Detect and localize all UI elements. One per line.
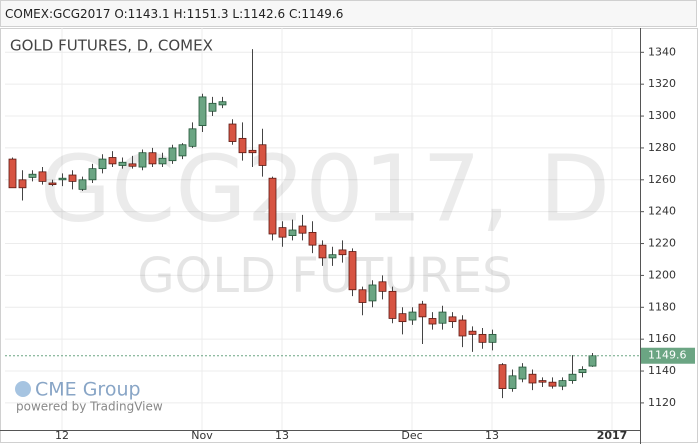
candle-body (228, 123, 237, 142)
y-tick-label: 1240 (648, 205, 676, 218)
header: COMEX:GCG2017 O:1143.1 H:1151.3 L:1142.6… (0, 0, 697, 27)
candle-body (518, 366, 527, 380)
y-tick-label: 1180 (648, 300, 676, 313)
ohlc-value: 1149.6 (301, 7, 344, 21)
candle-body (8, 158, 17, 189)
watermark: GCG2017, D (40, 135, 610, 242)
candle-body (388, 290, 397, 319)
y-tick-label: 1140 (648, 364, 676, 377)
candle-body (338, 249, 347, 256)
candle-body (148, 152, 157, 165)
candle-body (258, 144, 267, 166)
candle-body (288, 229, 297, 236)
x-tick-label: Nov (191, 429, 213, 442)
candle-body (278, 227, 287, 238)
candle-body (318, 244, 327, 259)
candle-body (378, 281, 387, 292)
candle-body (208, 102, 217, 112)
candle-body (118, 161, 127, 166)
candle-body (248, 149, 257, 154)
candle-body (558, 380, 567, 387)
y-tick-label: 1300 (648, 109, 676, 122)
x-tick-label: 12 (55, 429, 69, 442)
candle-body (368, 284, 377, 302)
x-tick-label: 13 (275, 429, 289, 442)
candle-body (18, 179, 27, 189)
candle-body (438, 311, 447, 324)
candle-body (38, 171, 47, 182)
ohlc-value: 1142.6 (243, 7, 286, 21)
candle-body (418, 303, 427, 318)
candle-body (458, 319, 467, 337)
x-tick-label: Dec (401, 429, 422, 442)
y-tick-label: 1320 (648, 77, 676, 90)
candle-body (128, 163, 137, 167)
x-tick-label: 2017 (597, 429, 628, 442)
candle-body (448, 316, 457, 323)
y-tick-label: 1220 (648, 237, 676, 250)
y-tick-label: 1280 (648, 141, 676, 154)
y-tick-label: 1200 (648, 268, 676, 281)
symbol: COMEX:GCG2017 (5, 7, 111, 21)
candle-body (298, 225, 307, 234)
candle-body (88, 168, 97, 181)
logo-icon (15, 381, 31, 397)
y-tick-label: 1260 (648, 173, 676, 186)
x-tick-label: 13 (485, 429, 499, 442)
y-tick-label: 1160 (648, 332, 676, 345)
candle-body (468, 330, 477, 335)
candle-body (408, 311, 417, 321)
candle-body (578, 369, 587, 374)
candle-body (358, 289, 367, 303)
logo: CME Group (35, 379, 141, 401)
candle-body (498, 364, 507, 389)
candle-body (58, 177, 67, 181)
candle-body (538, 380, 547, 383)
chart-title: GOLD FUTURES, D, COMEX (10, 37, 213, 55)
ohlc-value: 1151.3 (186, 7, 229, 21)
candle-body (308, 231, 317, 246)
candle-body (398, 313, 407, 323)
candle-body (328, 254, 337, 259)
y-tick-label: 1340 (648, 45, 676, 58)
candle-body (188, 128, 197, 147)
ohlc-label: L: (232, 7, 244, 21)
candle-body (528, 373, 537, 384)
candle-body (428, 318, 437, 325)
candle-body (548, 381, 557, 387)
candle-body (568, 373, 577, 381)
candle-body (158, 157, 167, 165)
plot-frame (0, 28, 698, 443)
candle-body (78, 179, 87, 190)
candle-body (218, 101, 227, 106)
y-tick-label: 1120 (648, 396, 676, 409)
candle-body (138, 152, 147, 168)
candle-body (178, 144, 187, 157)
last-price-box (641, 347, 695, 364)
candle-body (588, 355, 597, 367)
candle-body (238, 137, 247, 154)
candle-body (48, 182, 57, 185)
ohlc-value: 1143.1 (127, 7, 170, 21)
candle-body (508, 375, 517, 389)
candle-body (168, 147, 177, 162)
candle-body (348, 251, 357, 291)
ohlc-label: O: (114, 7, 128, 21)
credit: powered by TradingView (16, 400, 163, 414)
candle-body (488, 333, 497, 343)
ohlc-label: C: (288, 7, 302, 21)
candle-body (98, 158, 107, 170)
candle-body (268, 177, 277, 235)
last-price-label: 1149.6 (648, 349, 687, 362)
candle-body (108, 157, 117, 165)
candle-body (478, 333, 487, 343)
candle-body (198, 96, 207, 127)
ohlc-label: H: (173, 7, 187, 21)
candle-body (28, 173, 37, 178)
candle-body (68, 174, 77, 182)
